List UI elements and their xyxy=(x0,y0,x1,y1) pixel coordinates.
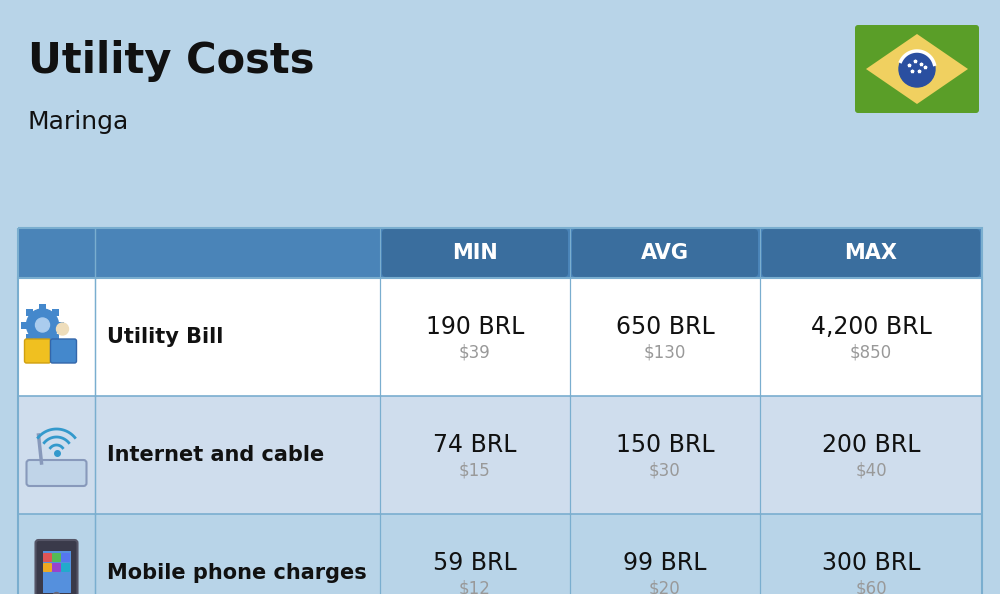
Text: $30: $30 xyxy=(649,462,681,480)
FancyBboxPatch shape xyxy=(39,340,46,346)
Text: AVG: AVG xyxy=(641,243,689,263)
Text: $12: $12 xyxy=(459,580,491,594)
FancyBboxPatch shape xyxy=(762,229,980,277)
Circle shape xyxy=(56,323,68,335)
Circle shape xyxy=(53,592,60,594)
Text: 190 BRL: 190 BRL xyxy=(426,315,524,339)
Text: $39: $39 xyxy=(459,344,491,362)
Polygon shape xyxy=(866,34,968,104)
FancyBboxPatch shape xyxy=(18,228,982,278)
Text: 650 BRL: 650 BRL xyxy=(616,315,714,339)
Text: $15: $15 xyxy=(459,462,491,480)
FancyBboxPatch shape xyxy=(52,334,59,341)
Text: $130: $130 xyxy=(644,344,686,362)
FancyBboxPatch shape xyxy=(855,25,979,113)
FancyBboxPatch shape xyxy=(39,304,46,311)
Text: Maringa: Maringa xyxy=(28,110,129,134)
FancyBboxPatch shape xyxy=(61,553,70,562)
FancyBboxPatch shape xyxy=(43,563,52,572)
Text: 74 BRL: 74 BRL xyxy=(433,433,517,457)
FancyBboxPatch shape xyxy=(36,540,78,594)
Text: 59 BRL: 59 BRL xyxy=(433,551,517,575)
Text: 99 BRL: 99 BRL xyxy=(623,551,707,575)
Text: $40: $40 xyxy=(855,462,887,480)
FancyBboxPatch shape xyxy=(43,553,52,562)
FancyBboxPatch shape xyxy=(52,553,61,562)
FancyBboxPatch shape xyxy=(382,229,568,277)
FancyBboxPatch shape xyxy=(18,396,982,514)
FancyBboxPatch shape xyxy=(52,309,59,316)
FancyBboxPatch shape xyxy=(26,309,33,316)
FancyBboxPatch shape xyxy=(18,514,982,594)
Text: Mobile phone charges: Mobile phone charges xyxy=(107,563,367,583)
FancyBboxPatch shape xyxy=(57,321,64,328)
FancyBboxPatch shape xyxy=(21,321,28,328)
FancyBboxPatch shape xyxy=(52,563,61,572)
Text: $850: $850 xyxy=(850,344,892,362)
Text: 150 BRL: 150 BRL xyxy=(616,433,714,457)
FancyBboxPatch shape xyxy=(18,278,982,396)
FancyBboxPatch shape xyxy=(50,339,76,363)
Text: MIN: MIN xyxy=(452,243,498,263)
Text: $60: $60 xyxy=(855,580,887,594)
Circle shape xyxy=(26,309,58,341)
Text: $20: $20 xyxy=(649,580,681,594)
Circle shape xyxy=(899,51,935,87)
Text: MAX: MAX xyxy=(844,243,898,263)
FancyBboxPatch shape xyxy=(26,334,33,341)
FancyBboxPatch shape xyxy=(42,551,70,593)
Text: 300 BRL: 300 BRL xyxy=(822,551,920,575)
FancyBboxPatch shape xyxy=(26,460,87,486)
FancyBboxPatch shape xyxy=(572,229,758,277)
FancyBboxPatch shape xyxy=(24,339,50,363)
Text: 4,200 BRL: 4,200 BRL xyxy=(811,315,931,339)
Text: 200 BRL: 200 BRL xyxy=(822,433,920,457)
Text: Utility Bill: Utility Bill xyxy=(107,327,223,347)
Text: Internet and cable: Internet and cable xyxy=(107,445,324,465)
Text: Utility Costs: Utility Costs xyxy=(28,40,314,82)
Circle shape xyxy=(36,318,50,332)
FancyBboxPatch shape xyxy=(61,563,70,572)
